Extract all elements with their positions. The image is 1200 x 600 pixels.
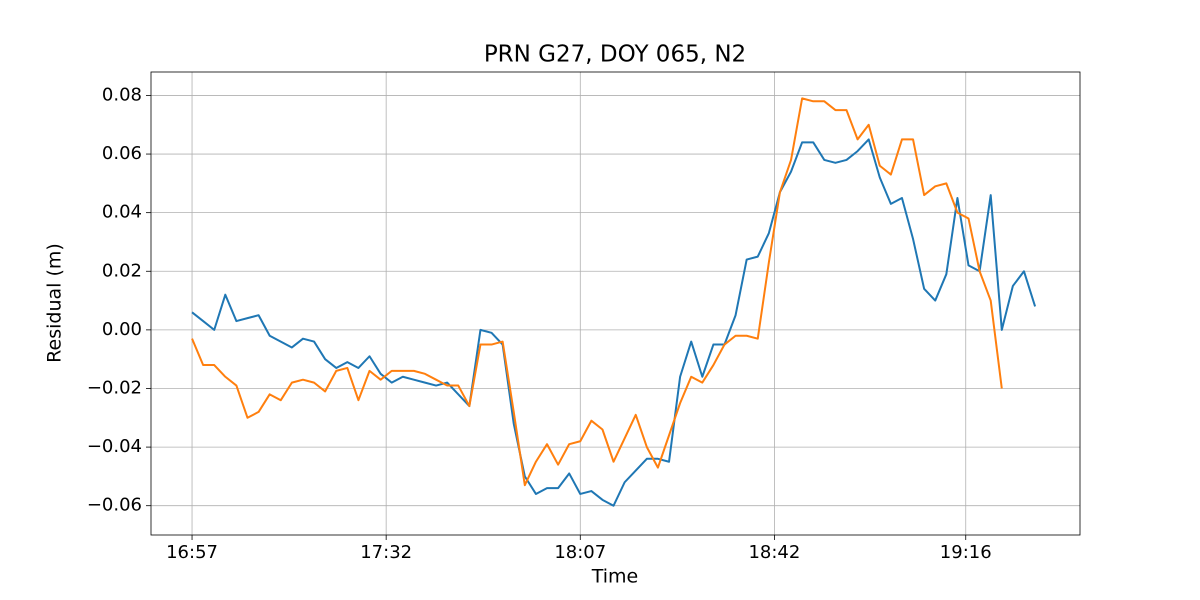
y-tick-label: 0.04 — [102, 202, 142, 223]
y-tick-label: −0.04 — [87, 436, 142, 457]
y-tick-label: −0.06 — [87, 495, 142, 516]
x-tick-label: 19:16 — [940, 542, 992, 563]
chart-title: PRN G27, DOY 065, N2 — [484, 42, 746, 68]
data-line — [191, 138, 1037, 507]
x-axis-label: Time — [591, 566, 639, 588]
x-tick-label: 16:57 — [166, 542, 218, 563]
x-tick-label: 18:42 — [748, 542, 800, 563]
y-tick-label: 0.06 — [102, 143, 142, 164]
y-tick-label: −0.02 — [87, 377, 142, 398]
x-tick-label: 17:32 — [360, 542, 412, 563]
data-line — [191, 97, 1003, 487]
y-axis-label: Residual (m) — [44, 243, 66, 363]
y-tick-label: 0.02 — [102, 260, 142, 281]
x-tick-label: 18:07 — [554, 542, 606, 563]
y-tick-label: 0.00 — [102, 319, 142, 340]
plot-frame — [150, 71, 1081, 536]
y-tick-label: 0.08 — [102, 84, 142, 105]
